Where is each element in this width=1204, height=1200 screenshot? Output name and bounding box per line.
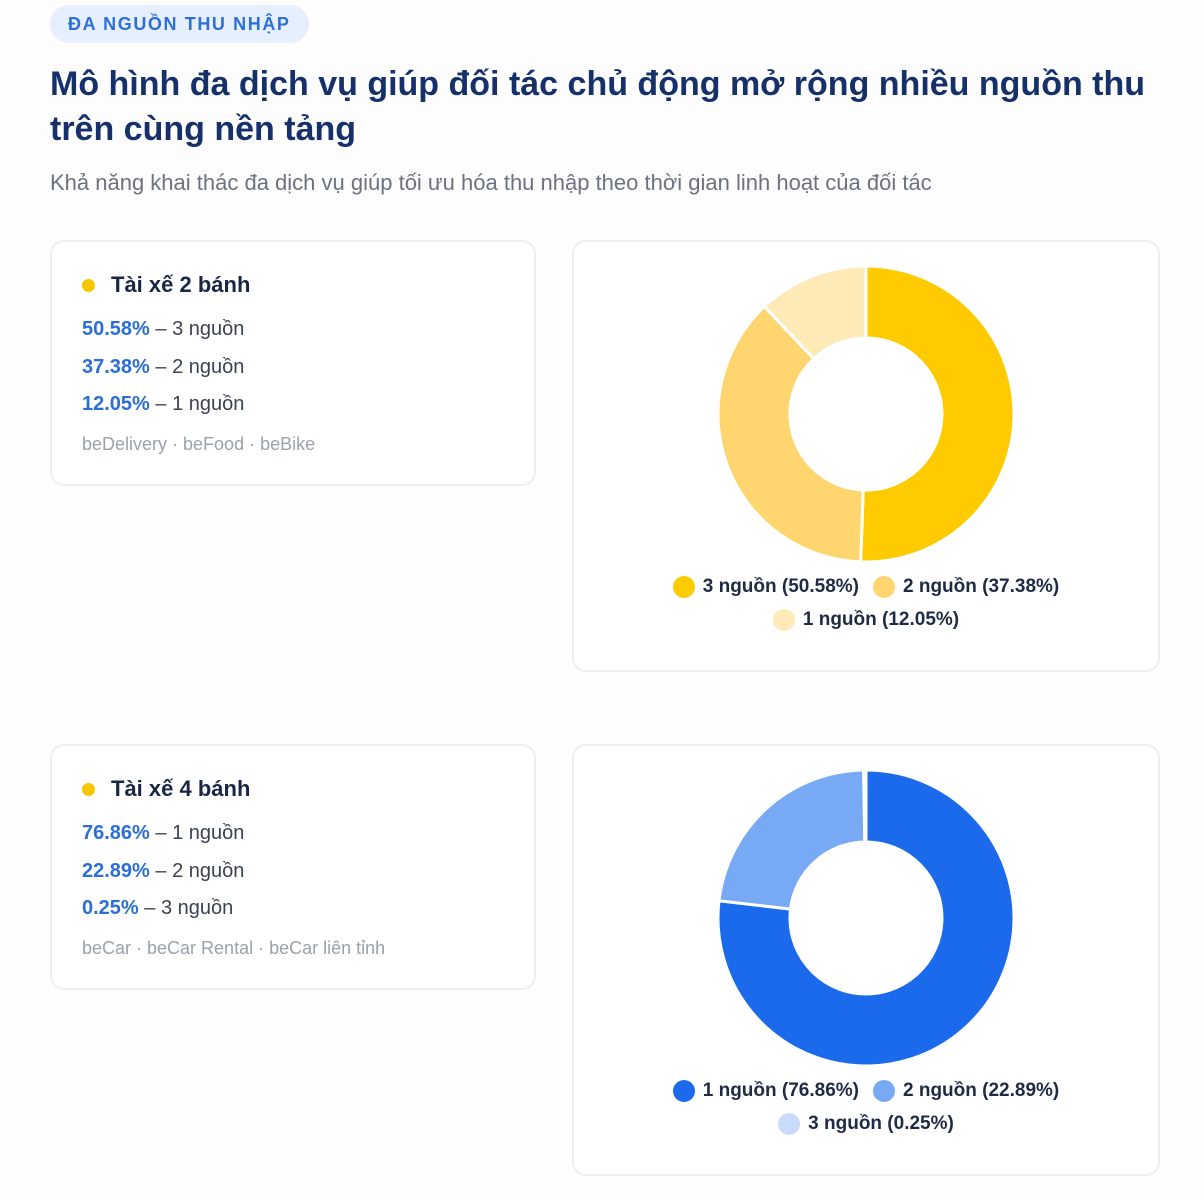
donut-slice-3-nguồn xyxy=(862,768,868,844)
stat-percent: 37.38% xyxy=(82,356,150,378)
donut-slice-2-nguồn xyxy=(717,768,867,911)
legend-swatch xyxy=(672,576,695,598)
legend-item: 2 nguồn (37.38%) xyxy=(873,576,1059,598)
section-badge: ĐA NGUỒN THU NHẬP xyxy=(50,5,309,43)
info-card-4-wheel: Tài xế 4 bánh 76.86% – 1 nguồn 22.89% – … xyxy=(50,744,536,990)
info-card-header: Tài xế 4 bánh xyxy=(82,776,250,802)
service-list: beCar · beCar Rental · beCar liên tỉnh xyxy=(82,938,386,958)
stat-label: – 1 nguồn xyxy=(149,822,245,844)
legend-swatch xyxy=(778,1113,801,1135)
chart-legend-row-2: 1 nguồn (12.05%) xyxy=(574,609,1158,631)
stat-percent: 76.86% xyxy=(82,822,150,844)
stat-percent: 22.89% xyxy=(82,860,150,882)
chart-card-4-wheel: 1 nguồn (76.86%) 2 nguồn (22.89%) 3 nguồ… xyxy=(572,744,1160,1176)
legend-label: 1 nguồn (12.05%) xyxy=(802,609,960,630)
legend-label: 2 nguồn (22.89%) xyxy=(903,1080,1060,1101)
info-card-2-wheel: Tài xế 2 bánh 50.58% – 3 nguồn 37.38% – … xyxy=(50,240,536,486)
donut-slice-3-nguồn xyxy=(859,264,1016,564)
legend-label: 3 nguồn (50.58%) xyxy=(702,576,859,597)
legend-item: 3 nguồn (0.25%) xyxy=(778,1113,954,1135)
legend-item: 2 nguồn (22.89%) xyxy=(873,1080,1059,1102)
chart-legend: 1 nguồn (76.86%) 2 nguồn (22.89%) xyxy=(574,1080,1158,1102)
stat-percent: 50.58% xyxy=(82,318,150,340)
stat-line: 12.05% – 1 nguồn xyxy=(82,393,244,416)
legend-item: 1 nguồn (12.05%) xyxy=(772,609,960,631)
bullet-dot-icon xyxy=(82,278,95,292)
stat-label: – 2 nguồn xyxy=(149,860,245,882)
legend-swatch xyxy=(873,576,895,598)
donut-slice-1-nguồn xyxy=(716,768,1016,1068)
page-subtitle: Khả năng khai thác đa dịch vụ giúp tối ư… xyxy=(50,170,932,195)
service-list: beDelivery · beFood · beBike xyxy=(82,434,316,454)
stat-line: 0.25% – 3 nguồn xyxy=(82,897,233,920)
stat-label: – 3 nguồn xyxy=(138,897,234,919)
bullet-dot-icon xyxy=(82,782,95,796)
stat-percent: 12.05% xyxy=(82,393,150,415)
donut-slice-2-nguồn xyxy=(716,304,865,564)
chart-legend-row-2: 3 nguồn (0.25%) xyxy=(574,1113,1158,1135)
legend-swatch xyxy=(772,609,795,631)
legend-item: 3 nguồn (50.58%) xyxy=(672,576,859,598)
stat-label: – 3 nguồn xyxy=(149,318,245,340)
info-card-title: Tài xế 4 bánh xyxy=(111,776,251,801)
legend-label: 1 nguồn (76.86%) xyxy=(702,1080,859,1101)
page-title: Mô hình đa dịch vụ giúp đối tác chủ động… xyxy=(50,65,1146,148)
info-card-title: Tài xế 2 bánh xyxy=(111,272,251,297)
stat-line: 37.38% – 2 nguồn xyxy=(82,356,244,379)
stat-line: 22.89% – 2 nguồn xyxy=(82,860,244,883)
info-card-header: Tài xế 2 bánh xyxy=(82,272,250,298)
stat-label: – 1 nguồn xyxy=(149,393,245,415)
chart-card-2-wheel: 3 nguồn (50.58%) 2 nguồn (37.38%) 1 nguồ… xyxy=(572,240,1160,672)
stat-percent: 0.25% xyxy=(82,897,139,919)
legend-label: 3 nguồn (0.25%) xyxy=(808,1113,954,1134)
legend-swatch xyxy=(672,1080,695,1102)
stat-line: 76.86% – 1 nguồn xyxy=(82,822,244,845)
legend-swatch xyxy=(873,1080,895,1102)
donut-slice-1-nguồn xyxy=(762,264,868,361)
donut-chart-2-wheel xyxy=(716,264,1016,564)
stat-line: 50.58% – 3 nguồn xyxy=(82,318,244,341)
legend-label: 2 nguồn (37.38%) xyxy=(903,576,1060,597)
chart-legend: 3 nguồn (50.58%) 2 nguồn (37.38%) xyxy=(574,576,1158,598)
legend-item: 1 nguồn (76.86%) xyxy=(672,1080,859,1102)
donut-chart-4-wheel xyxy=(716,768,1016,1068)
stat-label: – 2 nguồn xyxy=(149,356,245,378)
